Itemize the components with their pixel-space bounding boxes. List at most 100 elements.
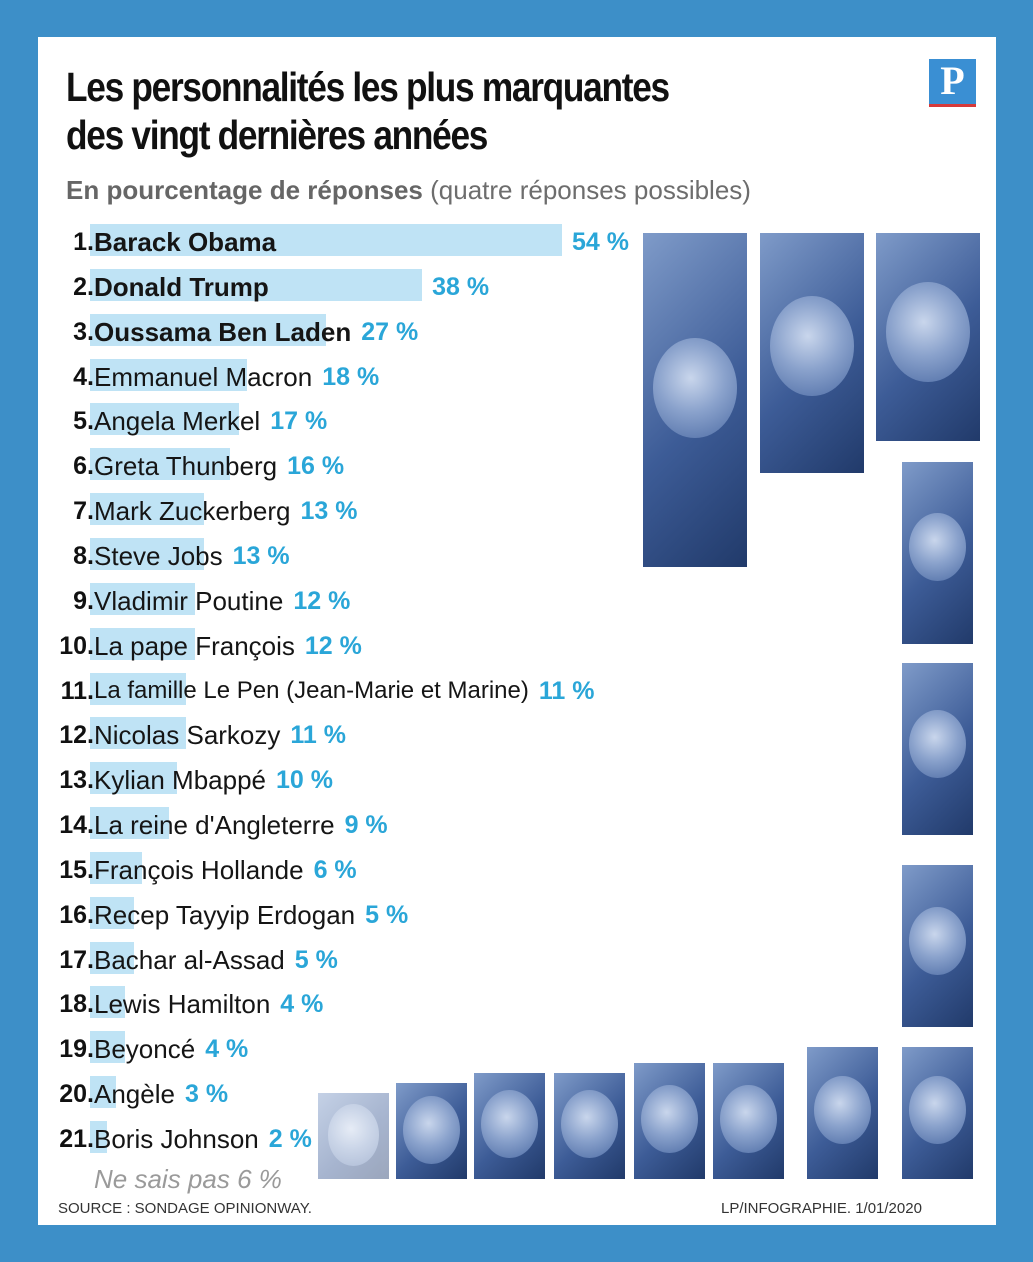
rank-label: 3. [73,317,94,346]
poutine-photo [713,1063,784,1179]
bar [90,1076,117,1109]
bar [90,762,178,795]
chart-subtitle: En pourcentage de réponses (quatre répon… [66,175,751,205]
face-silhouette [481,1090,538,1159]
value-label: 11 % [538,676,595,705]
category-label: Barack Obama [94,227,277,257]
le-parisien-logo: P [929,59,976,107]
rank-label: 4. [73,362,94,391]
bar [90,268,423,301]
value-label: 13 % [232,541,290,570]
face-silhouette [653,338,737,439]
value-label: 54 % [571,228,629,256]
bar-row: 18. Lewis Hamilton 4 % [38,984,996,1024]
bar-row: 3. Oussama Ben Laden 27 % [38,312,996,352]
zuckerberg-photo [902,1047,973,1179]
category-label: Recep Tayyip Erdogan [94,899,356,930]
category-label: François Hollande [94,854,304,885]
sarkozy-photo [474,1073,545,1179]
face-silhouette [770,296,854,396]
rank-label: 8. [73,541,94,570]
rank-label: 19. [59,1035,94,1064]
rank-label: 15. [59,855,94,884]
category-label: Beyoncé [94,1034,196,1065]
category-label: Angela Merkel [94,406,261,437]
bar-row: 4. Emmanuel Macron 18 % [38,357,996,397]
face-silhouette [561,1090,618,1159]
value-label: 16 % [287,452,345,481]
face-silhouette [641,1084,698,1153]
bar [90,448,230,481]
category-label: Bachar al-Assad [94,944,285,975]
category-label: Steve Jobs [94,540,223,571]
le-pen-photo [554,1073,625,1179]
infographic-card: Les personnalités les plus marquantes des… [38,37,996,1225]
bar-row: 2. Donald Trump 38 % [38,267,996,307]
pape-francois-photo [634,1063,705,1179]
value-label: 2 % [268,1125,312,1153]
category-label: Lewis Hamilton [94,989,271,1020]
category-label: Donald Trump [94,271,269,302]
rank-label: 5. [73,407,94,436]
value-label: 13 % [300,497,358,526]
rank-label: 9. [73,586,94,615]
bar-row: 21. Boris Johnson 2 % [38,1119,996,1159]
rank-label: 21. [59,1125,94,1153]
rank-label: 13. [59,766,94,795]
face-silhouette [403,1095,460,1164]
bar [90,1031,125,1064]
bar-row: 6. Greta Thunberg 16 % [38,446,996,486]
face-silhouette [886,281,970,382]
bar [90,807,169,840]
rank-label: 20. [59,1080,94,1109]
bar [90,941,134,974]
face-silhouette [327,1103,380,1166]
rank-label: 2. [73,272,94,301]
bar [90,403,239,436]
face-silhouette [814,1075,871,1144]
category-label: La famille Le Pen (Jean-Marie et Marine) [94,676,529,704]
bar [90,851,143,884]
value-label: 3 % [184,1080,229,1109]
bar-row: 8. Steve Jobs 13 % [38,536,996,576]
bar [90,313,326,346]
category-label: Angèle [94,1079,175,1110]
rank-label: 16. [59,900,94,929]
bar-row: 12. Nicolas Sarkozy 11 % [38,715,996,755]
face-silhouette [909,907,966,976]
category-label: La reine d'Angleterre [94,810,335,841]
bar-row: 7. Mark Zuckerberg 13 % [38,491,996,531]
rank-label: 6. [73,452,94,481]
ben-laden-photo [876,233,980,441]
bar [90,1121,108,1153]
bar-row: 9. Vladimir Poutine 12 % [38,581,996,621]
value-label: 17 % [270,407,328,436]
rank-label: 11. [60,676,94,705]
reine-photo [318,1093,389,1179]
face-silhouette [909,513,966,582]
credit-note: LP/INFOGRAPHIE. 1/01/2020 [721,1200,922,1217]
bar-row: 1. Barack Obama 54 % [38,222,996,262]
bar [90,224,562,256]
bar-row: 13. Kylian Mbappé 10 % [38,760,996,800]
merkel-photo [902,663,973,835]
category-label: Vladimir Poutine [94,585,284,616]
value-label: 11 % [290,721,347,750]
chart-title: Les personnalités les plus marquantes des… [66,64,670,158]
bar-row: 10. La pape François 12 % [38,626,996,666]
bar-chart: 1. Barack Obama 54 % 2. Donald Trump 38 % 3. Ou… [38,37,996,1225]
bar [90,537,204,570]
rank-label: 14. [59,811,94,840]
bar [90,986,125,1019]
mbappe-photo [396,1083,467,1179]
value-label: 10 % [276,766,333,795]
value-label: 9 % [344,811,388,840]
face-silhouette [909,709,966,778]
bar [90,493,204,526]
value-label: 4 % [280,990,324,1019]
value-label: 38 % [432,272,490,301]
trump-photo [760,233,864,473]
bar [90,627,195,660]
bar [90,358,248,391]
dont-know-label: Ne sais pas 6 % [94,1164,282,1194]
